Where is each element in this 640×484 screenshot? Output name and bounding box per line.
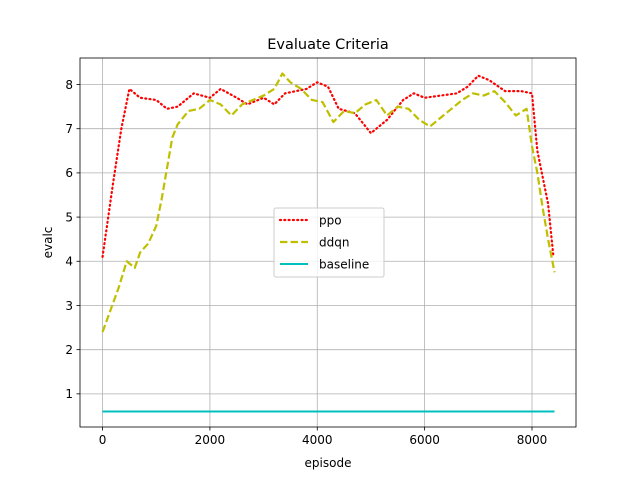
axis-ticks: 0 2000 4000 6000 8000 1 2 3 4 5 6 7 8 (65, 78, 547, 447)
legend-box (273, 207, 385, 278)
series-lines (101, 72, 556, 413)
series-line-ddqn (101, 72, 556, 333)
y-axis-label: evalc (41, 227, 55, 259)
y-tick-label: 7 (65, 122, 73, 136)
legend-label-ppo: ppo (319, 213, 342, 227)
legend-label-baseline: baseline (319, 257, 369, 271)
x-tick-label: 2000 (195, 433, 226, 447)
y-tick-label: 8 (65, 78, 73, 92)
y-tick-label: 1 (65, 387, 73, 401)
x-tick-label: 6000 (409, 433, 440, 447)
y-tick-label: 2 (65, 343, 73, 357)
plot-frame (79, 57, 577, 428)
y-tick-label: 5 (65, 210, 73, 224)
x-tick-label: 0 (99, 433, 107, 447)
chart-title: Evaluate Criteria (267, 37, 389, 53)
y-tick-label: 4 (65, 255, 73, 269)
x-tick-label: 8000 (517, 433, 548, 447)
legend-label-ddqn: ddqn (319, 235, 349, 249)
x-tick-label: 4000 (302, 433, 333, 447)
y-tick-label: 6 (65, 166, 73, 180)
y-tick-label: 3 (65, 299, 73, 313)
series-line-ppo (101, 74, 555, 258)
legend: ppo ddqn baseline (273, 207, 385, 278)
x-axis-label: episode (305, 456, 352, 470)
